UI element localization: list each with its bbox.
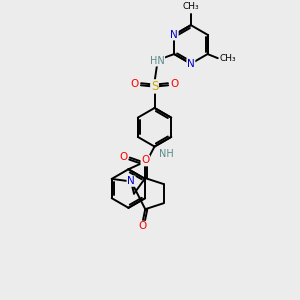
Text: NH: NH [158,149,173,159]
Text: N: N [170,30,178,40]
Text: O: O [170,79,178,89]
Text: HN: HN [150,56,164,66]
Text: CH₃: CH₃ [220,54,236,63]
Text: O: O [130,79,139,89]
Text: O: O [139,221,147,231]
Text: N: N [127,176,135,186]
Text: CH₃: CH₃ [182,2,199,11]
Text: S: S [151,80,158,93]
Text: O: O [141,155,149,165]
Text: O: O [119,152,128,162]
Text: N: N [187,59,195,69]
